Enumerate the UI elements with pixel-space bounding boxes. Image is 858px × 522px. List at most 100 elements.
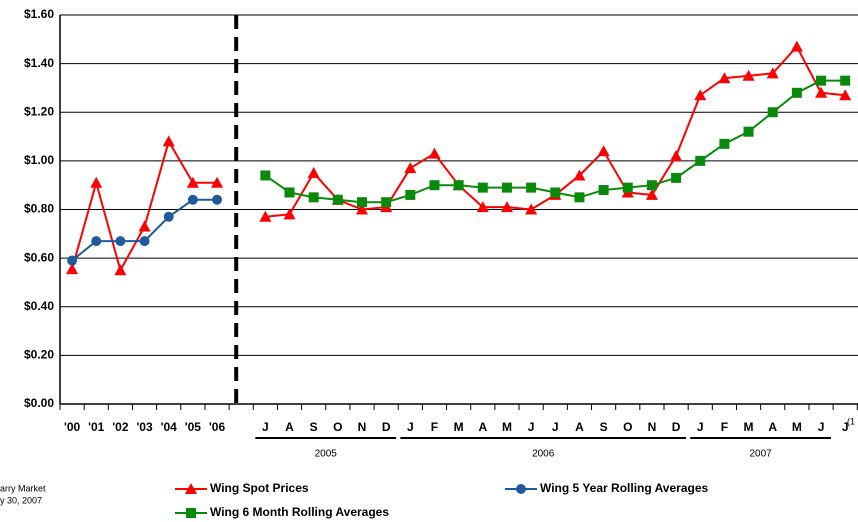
point — [162, 135, 175, 147]
point — [573, 169, 586, 181]
x-tick-label: A — [768, 420, 777, 434]
point — [526, 182, 537, 193]
point — [115, 236, 126, 247]
point — [114, 264, 127, 276]
x-tick-label: '00 — [64, 420, 81, 434]
point — [671, 172, 682, 183]
legend-label: Wing 6 Month Rolling Averages — [210, 505, 389, 519]
point — [404, 162, 417, 174]
legend-marker — [185, 483, 197, 494]
y-tick-label: $0.00 — [24, 396, 54, 410]
point — [212, 194, 223, 205]
point — [283, 208, 296, 220]
point — [815, 86, 828, 98]
year-label: 2006 — [532, 449, 555, 460]
x-tick-label: O — [333, 420, 342, 434]
annotation: (1 — [847, 416, 855, 426]
point — [597, 145, 610, 157]
x-tick-label: J — [818, 420, 825, 434]
x-tick-label: J — [842, 420, 849, 434]
point — [791, 87, 802, 98]
point — [66, 263, 79, 275]
point — [766, 67, 779, 79]
y-tick-label: $0.60 — [24, 250, 54, 264]
series-line — [264, 79, 846, 204]
x-tick-label: '03 — [136, 420, 153, 434]
point — [694, 89, 707, 101]
point — [138, 220, 151, 232]
x-tick-label: J — [697, 420, 704, 434]
point — [90, 176, 103, 188]
x-tick-label: A — [285, 420, 294, 434]
point — [163, 211, 174, 222]
x-tick-label: F — [431, 420, 438, 434]
point — [598, 185, 609, 196]
point — [839, 89, 852, 101]
year-label: 2007 — [750, 449, 773, 460]
point — [357, 197, 367, 208]
x-tick-label: S — [310, 420, 318, 434]
point — [307, 167, 320, 179]
x-tick-label: S — [600, 420, 608, 434]
point — [574, 192, 585, 203]
y-tick-label: $0.20 — [24, 348, 54, 362]
point — [260, 170, 271, 181]
x-tick-label: J — [262, 420, 269, 434]
x-tick-label: N — [648, 420, 657, 434]
point — [381, 197, 392, 208]
point — [790, 40, 803, 52]
x-tick-label: '06 — [209, 420, 226, 434]
legend-label: Wing Spot Prices — [210, 481, 309, 495]
x-tick-label: N — [358, 420, 367, 434]
point — [670, 150, 683, 162]
y-tick-label: $0.80 — [24, 202, 54, 216]
x-tick-label: D — [382, 420, 391, 434]
point — [476, 201, 489, 213]
point — [645, 188, 658, 200]
point — [308, 192, 319, 203]
y-tick-label: $0.40 — [24, 299, 54, 313]
point — [816, 75, 827, 86]
source-line: arry Market — [0, 483, 46, 493]
point — [186, 176, 199, 188]
x-tick-label: M — [744, 420, 754, 434]
point — [139, 236, 150, 247]
point — [429, 180, 440, 191]
x-tick-label: M — [792, 420, 802, 434]
y-tick-label: $1.20 — [24, 104, 54, 118]
x-tick-label: '04 — [161, 420, 178, 434]
point — [695, 155, 706, 166]
x-tick-label: J — [552, 420, 559, 434]
x-tick-label: J — [528, 420, 535, 434]
x-tick-label: '02 — [112, 420, 129, 434]
point — [500, 201, 513, 213]
x-tick-label: J — [407, 420, 414, 434]
point — [91, 236, 102, 247]
point — [259, 210, 272, 222]
x-tick-label: '01 — [88, 420, 105, 434]
point — [767, 107, 778, 118]
point — [646, 180, 657, 191]
point — [211, 176, 224, 188]
point — [187, 194, 198, 205]
point — [477, 182, 488, 193]
point — [405, 189, 416, 200]
legend-label: Wing 5 Year Rolling Averages — [540, 481, 708, 495]
x-tick-label: F — [721, 420, 728, 434]
x-tick-label: D — [672, 420, 681, 434]
legend-marker — [516, 484, 526, 494]
x-tick-label: M — [502, 420, 512, 434]
year-label: 2005 — [315, 449, 338, 460]
legend-marker — [186, 508, 196, 518]
point — [453, 180, 464, 191]
source-line: y 30, 2007 — [0, 495, 42, 505]
point — [332, 194, 343, 205]
point — [67, 255, 78, 266]
point — [840, 75, 851, 86]
point — [525, 203, 538, 215]
point — [284, 187, 295, 198]
series-line — [71, 44, 846, 273]
point — [743, 126, 754, 137]
x-tick-label: A — [575, 420, 584, 434]
